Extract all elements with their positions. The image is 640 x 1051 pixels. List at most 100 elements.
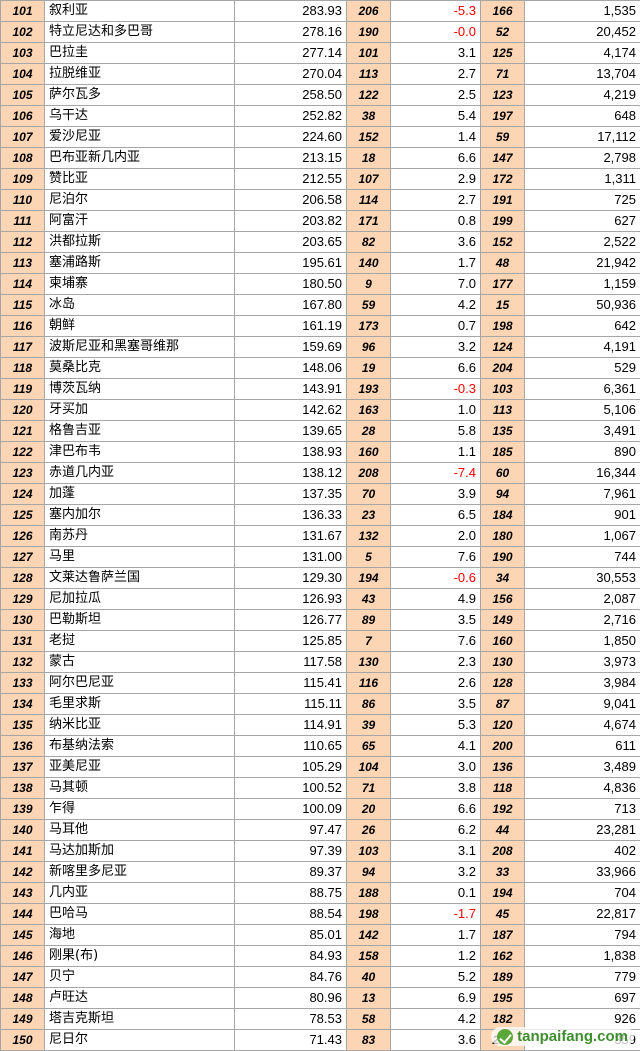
country-name: 赞比亚 xyxy=(45,169,235,190)
value-rank: 19 xyxy=(347,358,391,379)
growth-rate: 3.9 xyxy=(391,484,481,505)
value-rank: 116 xyxy=(347,673,391,694)
per-capita-rank: 136 xyxy=(481,757,525,778)
growth-rate: 3.0 xyxy=(391,757,481,778)
country-name: 卢旺达 xyxy=(45,988,235,1009)
country-name: 乍得 xyxy=(45,799,235,820)
per-capita-rank: 204 xyxy=(481,358,525,379)
country-name: 博茨瓦纳 xyxy=(45,379,235,400)
value: 283.93 xyxy=(235,1,347,22)
growth-rate: 1.4 xyxy=(391,127,481,148)
value: 131.00 xyxy=(235,547,347,568)
value-rank: 113 xyxy=(347,64,391,85)
per-capita-value: 13,704 xyxy=(525,64,640,85)
value: 85.01 xyxy=(235,925,347,946)
value: 159.69 xyxy=(235,337,347,358)
value: 100.09 xyxy=(235,799,347,820)
per-capita-value: 4,219 xyxy=(525,85,640,106)
value: 139.65 xyxy=(235,421,347,442)
value: 258.50 xyxy=(235,85,347,106)
row-rank: 124 xyxy=(1,484,45,505)
per-capita-rank: 34 xyxy=(481,568,525,589)
growth-rate: 5.8 xyxy=(391,421,481,442)
country-name: 巴勒斯坦 xyxy=(45,610,235,631)
row-rank: 149 xyxy=(1,1009,45,1030)
per-capita-rank: 162 xyxy=(481,946,525,967)
per-capita-rank: 199 xyxy=(481,211,525,232)
per-capita-rank: 208 xyxy=(481,841,525,862)
value-rank: 160 xyxy=(347,442,391,463)
growth-rate: 2.9 xyxy=(391,169,481,190)
row-rank: 139 xyxy=(1,799,45,820)
value: 115.11 xyxy=(235,694,347,715)
watermark: tanpaifang.com xyxy=(491,1027,634,1046)
growth-rate: 6.5 xyxy=(391,505,481,526)
country-name: 几内亚 xyxy=(45,883,235,904)
row-rank: 146 xyxy=(1,946,45,967)
value-rank: 83 xyxy=(347,1030,391,1051)
row-rank: 148 xyxy=(1,988,45,1009)
country-name: 文莱达鲁萨兰国 xyxy=(45,568,235,589)
row-rank: 122 xyxy=(1,442,45,463)
value: 105.29 xyxy=(235,757,347,778)
value: 252.82 xyxy=(235,106,347,127)
per-capita-rank: 60 xyxy=(481,463,525,484)
row-rank: 104 xyxy=(1,64,45,85)
per-capita-rank: 190 xyxy=(481,547,525,568)
row-rank: 141 xyxy=(1,841,45,862)
value-rank: 65 xyxy=(347,736,391,757)
value-rank: 122 xyxy=(347,85,391,106)
growth-rate: 7.6 xyxy=(391,547,481,568)
value-rank: 173 xyxy=(347,316,391,337)
per-capita-value: 1,838 xyxy=(525,946,640,967)
growth-rate: 7.0 xyxy=(391,274,481,295)
leaf-check-logo-icon xyxy=(497,1029,513,1045)
row-rank: 144 xyxy=(1,904,45,925)
per-capita-value: 1,535 xyxy=(525,1,640,22)
row-rank: 130 xyxy=(1,610,45,631)
growth-rate: 3.5 xyxy=(391,610,481,631)
growth-rate: 2.6 xyxy=(391,673,481,694)
country-name: 赤道几内亚 xyxy=(45,463,235,484)
per-capita-rank: 156 xyxy=(481,589,525,610)
per-capita-rank: 194 xyxy=(481,883,525,904)
per-capita-value: 3,491 xyxy=(525,421,640,442)
growth-rate: -1.7 xyxy=(391,904,481,925)
value: 138.12 xyxy=(235,463,347,484)
row-rank: 116 xyxy=(1,316,45,337)
country-name: 朝鲜 xyxy=(45,316,235,337)
growth-rate: 4.2 xyxy=(391,1009,481,1030)
per-capita-rank: 160 xyxy=(481,631,525,652)
value: 180.50 xyxy=(235,274,347,295)
per-capita-rank: 103 xyxy=(481,379,525,400)
value-rank: 194 xyxy=(347,568,391,589)
per-capita-rank: 187 xyxy=(481,925,525,946)
value-rank: 193 xyxy=(347,379,391,400)
row-rank: 105 xyxy=(1,85,45,106)
per-capita-value: 9,041 xyxy=(525,694,640,715)
growth-rate: 6.9 xyxy=(391,988,481,1009)
row-rank: 131 xyxy=(1,631,45,652)
per-capita-rank: 152 xyxy=(481,232,525,253)
value-rank: 23 xyxy=(347,505,391,526)
value: 78.53 xyxy=(235,1009,347,1030)
country-name: 津巴布韦 xyxy=(45,442,235,463)
growth-rate: 2.3 xyxy=(391,652,481,673)
value-rank: 38 xyxy=(347,106,391,127)
row-rank: 137 xyxy=(1,757,45,778)
row-rank: 150 xyxy=(1,1030,45,1051)
per-capita-rank: 44 xyxy=(481,820,525,841)
row-rank: 143 xyxy=(1,883,45,904)
per-capita-rank: 130 xyxy=(481,652,525,673)
per-capita-value: 779 xyxy=(525,967,640,988)
